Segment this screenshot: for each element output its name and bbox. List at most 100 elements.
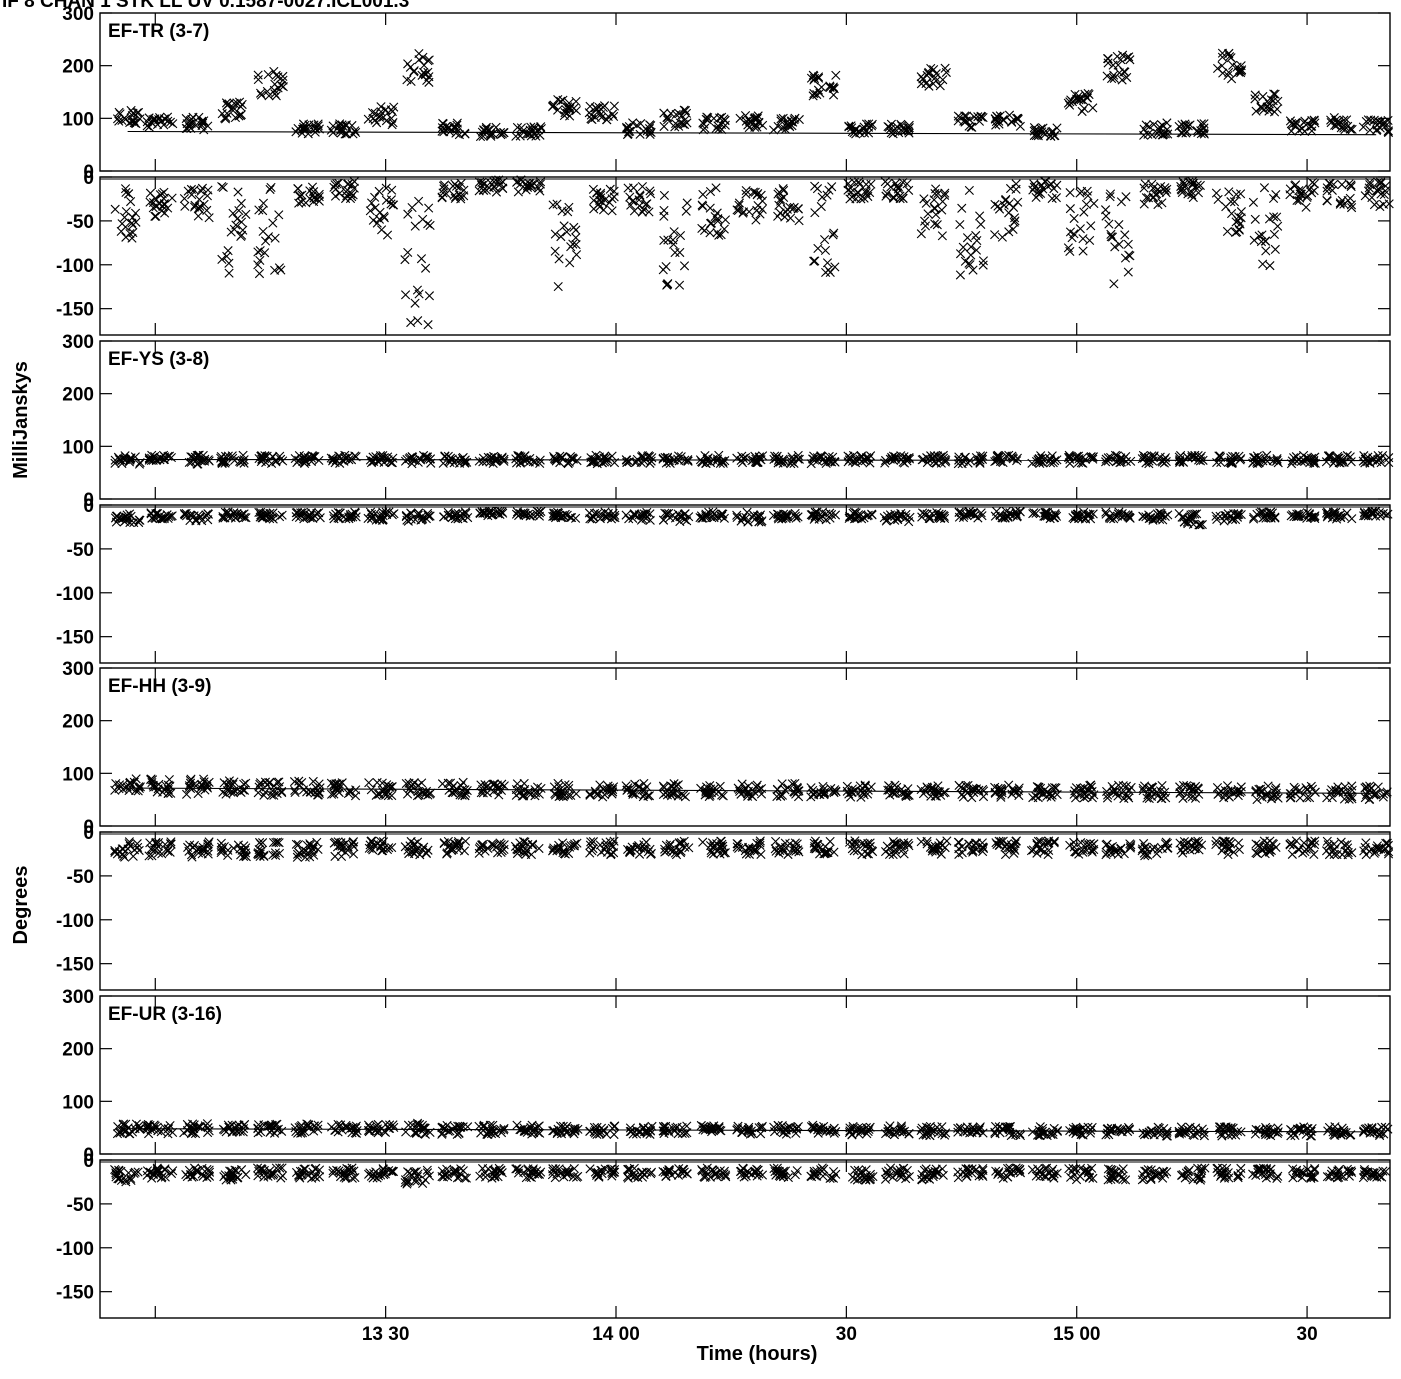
- phase-point: [639, 204, 649, 214]
- phase-point: [1105, 192, 1115, 202]
- phase-point: [535, 186, 545, 196]
- phase-point: [187, 190, 197, 200]
- amplitude-point: [1154, 122, 1165, 132]
- amplitude-point: [1088, 103, 1098, 113]
- amplitude-point: [609, 458, 620, 468]
- amplitude-point: [1147, 130, 1157, 140]
- amplitude-point: [367, 108, 378, 118]
- amplitude-point: [529, 122, 539, 132]
- phase-point: [292, 507, 303, 518]
- phase-point: [1301, 202, 1311, 212]
- phase-point: [1116, 197, 1126, 207]
- phase-point: [223, 512, 233, 522]
- phase-point: [418, 214, 428, 224]
- phase-point: [265, 514, 275, 524]
- y-tick-label: 100: [62, 109, 94, 130]
- phase-point: [379, 211, 389, 221]
- phase-point: [253, 260, 263, 270]
- phase-point: [929, 203, 940, 213]
- amplitude-point: [699, 119, 709, 129]
- phase-point: [145, 197, 155, 207]
- amplitude-point: [847, 127, 857, 137]
- amplitude-point: [902, 453, 912, 463]
- amplitude-point: [751, 114, 761, 124]
- amplitude-point: [740, 111, 751, 121]
- amplitude-point: [1334, 116, 1344, 126]
- phase-point: [254, 205, 264, 215]
- amplitude-point: [749, 114, 759, 124]
- amplitude-point: [1236, 68, 1246, 78]
- phase-point: [866, 179, 876, 189]
- amplitude-point: [389, 102, 399, 112]
- phase-point: [413, 508, 424, 518]
- phase-point: [1213, 194, 1223, 205]
- phase-point: [861, 179, 871, 189]
- phase-point: [712, 511, 722, 522]
- phase-point: [1065, 204, 1075, 214]
- amplitude-point: [591, 450, 601, 460]
- phase-point: [1089, 198, 1099, 209]
- phase-point: [125, 509, 135, 519]
- phase-point: [268, 218, 278, 228]
- amplitude-point: [635, 129, 645, 139]
- y-tick-label: 300: [62, 332, 94, 353]
- amplitude-point: [1012, 113, 1022, 124]
- amplitude-point: [1336, 123, 1346, 133]
- amplitude-point: [681, 108, 692, 118]
- phase-point: [1069, 514, 1079, 524]
- amplitude-point: [485, 128, 496, 139]
- amplitude-point: [777, 123, 787, 133]
- amplitude-point: [299, 451, 309, 461]
- phase-point: [592, 509, 603, 519]
- amplitude-point: [1013, 113, 1023, 123]
- phase-point: [820, 234, 830, 245]
- phase-point: [363, 513, 373, 523]
- phase-point: [1177, 187, 1187, 198]
- phase-point: [893, 184, 903, 194]
- phase-point: [976, 508, 986, 518]
- amplitude-point: [659, 121, 669, 132]
- phase-point: [224, 258, 234, 268]
- phase-point: [607, 206, 617, 216]
- amplitude-point: [683, 455, 693, 465]
- phase-point: [268, 508, 278, 518]
- y-tick-label: 0: [83, 162, 94, 183]
- phase-point: [1004, 227, 1014, 237]
- phase-point: [406, 514, 416, 524]
- amplitude-point: [632, 120, 642, 130]
- phase-point: [1376, 178, 1386, 188]
- phase-point: [528, 510, 538, 520]
- phase-point: [164, 512, 174, 522]
- phase-point: [440, 180, 450, 190]
- amplitude-point: [513, 450, 523, 461]
- y-tick-label: -100: [56, 911, 94, 932]
- amplitude-point: [379, 457, 389, 467]
- y-tick-label: 0: [83, 1151, 94, 1172]
- phase-point: [977, 511, 987, 521]
- amplitude-point: [562, 108, 572, 118]
- phase-point: [148, 203, 158, 213]
- amplitude-point: [821, 458, 831, 468]
- phase-point: [810, 256, 820, 266]
- phase-point: [1086, 221, 1096, 231]
- y-tick-label: 100: [62, 437, 94, 458]
- phase-point: [888, 193, 899, 203]
- phase-point: [382, 230, 393, 240]
- amplitude-point: [1034, 457, 1044, 467]
- amplitude-point: [342, 453, 352, 463]
- phase-point: [597, 197, 607, 207]
- phase-point: [939, 513, 950, 524]
- amplitude-point: [1217, 52, 1228, 62]
- phase-point: [308, 513, 318, 524]
- phase-point: [1065, 188, 1075, 198]
- amplitude-point: [474, 456, 484, 466]
- phase-point: [1105, 189, 1116, 199]
- phase-point: [698, 201, 708, 211]
- amplitude-point: [162, 112, 173, 122]
- amplitude-point: [220, 114, 231, 124]
- phase-point: [307, 182, 318, 192]
- y-tick-label: 200: [62, 1040, 94, 1061]
- phase-point: [155, 190, 165, 200]
- amplitude-point: [328, 454, 338, 464]
- amplitude-point: [383, 455, 393, 465]
